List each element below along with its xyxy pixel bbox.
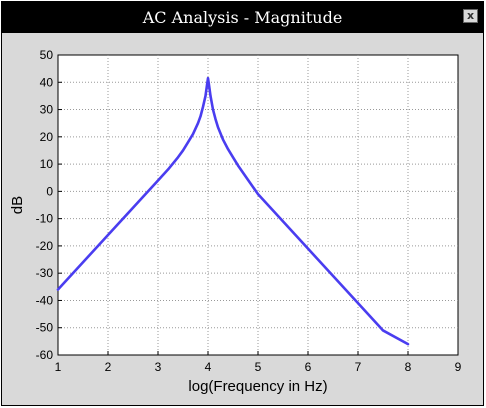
x-axis-ticks: 1 2 3 4 5 6 7 8 9	[55, 351, 462, 374]
y-tick-label: -10	[36, 212, 54, 226]
y-tick-label: -20	[36, 239, 54, 253]
x-tick-label: 7	[355, 360, 362, 374]
x-tick-label: 1	[55, 360, 62, 374]
x-tick-label: 2	[105, 360, 112, 374]
y-axis-label: dB	[9, 196, 26, 214]
y-tick-label: -60	[36, 348, 54, 362]
y-tick-label: -50	[36, 321, 54, 335]
y-tick-label: 10	[40, 157, 54, 171]
title-bar[interactable]: AC Analysis - Magnitude x	[2, 2, 483, 33]
y-tick-label: 30	[40, 103, 54, 117]
close-button[interactable]: x	[463, 9, 478, 23]
y-tick-label: -30	[36, 266, 54, 280]
y-tick-label: 50	[40, 48, 54, 62]
y-tick-label: 40	[40, 75, 54, 89]
y-axis-ticks: 50 40 30 20 10 0 -10 -20 -30 -40 -50 -60	[36, 48, 62, 362]
x-tick-label: 9	[455, 360, 462, 374]
x-tick-label: 6	[305, 360, 312, 374]
y-tick-label: 0	[46, 184, 53, 198]
x-tick-label: 5	[255, 360, 262, 374]
y-tick-label: -40	[36, 293, 54, 307]
window-title: AC Analysis - Magnitude	[142, 8, 343, 27]
x-tick-label: 8	[405, 360, 412, 374]
y-tick-label: 20	[40, 130, 54, 144]
close-icon: x	[466, 9, 475, 22]
grid-lines	[58, 55, 458, 355]
x-tick-label: 3	[155, 360, 162, 374]
series-line-magnitude	[56, 76, 410, 346]
x-tick-label: 4	[205, 360, 212, 374]
x-axis-label: log(Frequency in Hz)	[188, 378, 327, 395]
